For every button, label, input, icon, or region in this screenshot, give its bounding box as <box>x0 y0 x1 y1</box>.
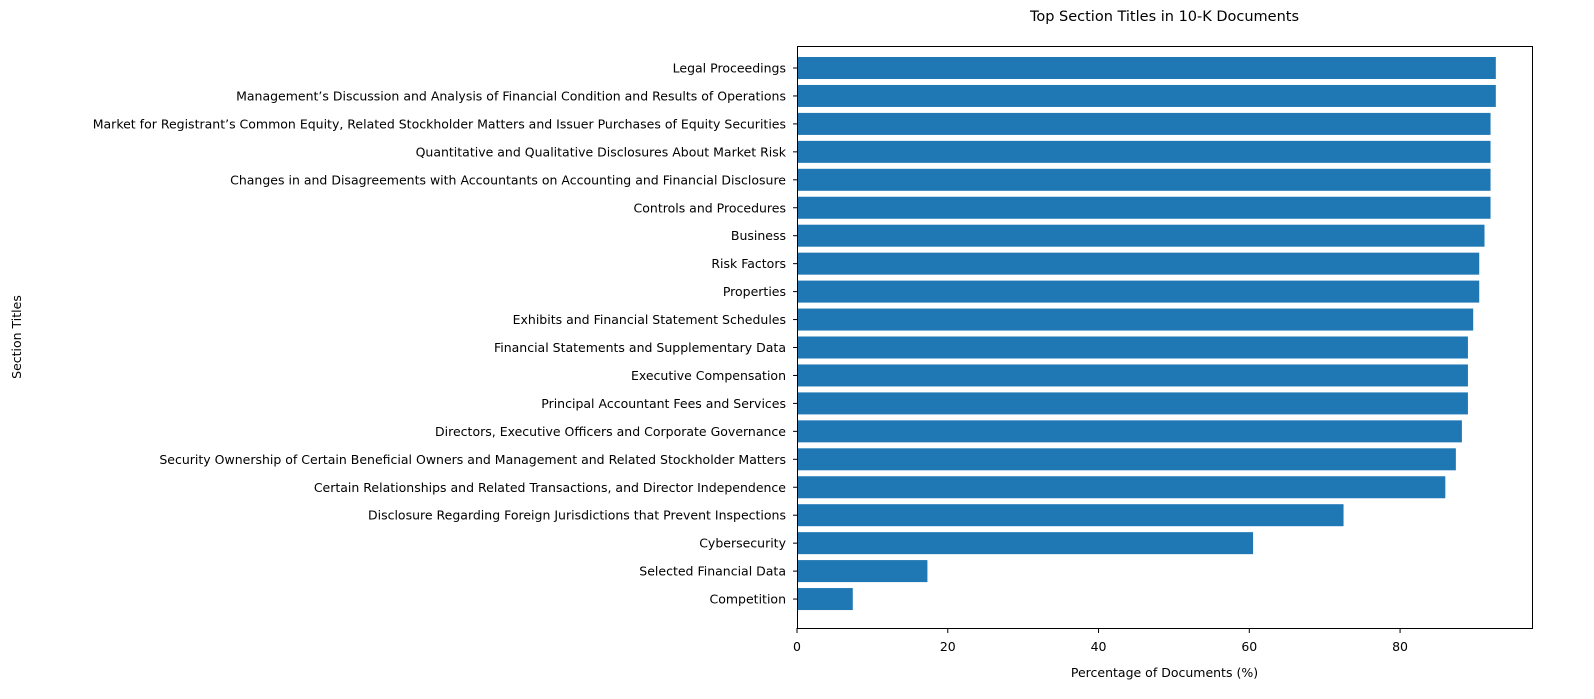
category-label: Legal Proceedings <box>673 61 786 76</box>
chart-title: Top Section Titles in 10-K Documents <box>1029 9 1299 25</box>
y-axis-label: Section Titles <box>9 295 24 379</box>
bar <box>797 57 1496 79</box>
bar <box>797 504 1344 527</box>
x-tick-label: 0 <box>793 639 801 654</box>
bar <box>797 588 853 611</box>
category-label: Directors, Executive Officers and Corpor… <box>435 424 786 439</box>
category-label: Principal Accountant Fees and Services <box>541 396 786 411</box>
x-tick-label: 80 <box>1392 639 1408 654</box>
bar <box>797 560 928 583</box>
category-label: Certain Relationships and Related Transa… <box>314 480 786 495</box>
x-tick-label: 40 <box>1091 639 1107 654</box>
bar <box>797 532 1254 555</box>
category-label: Management’s Discussion and Analysis of … <box>236 88 786 103</box>
bar <box>797 392 1468 415</box>
x-tick-label: 20 <box>940 639 956 654</box>
bar <box>797 168 1491 191</box>
category-label: Controls and Procedures <box>634 200 786 215</box>
bar <box>797 196 1491 219</box>
bar <box>797 476 1446 499</box>
bar <box>797 420 1462 443</box>
bar <box>797 224 1485 247</box>
category-label: Security Ownership of Certain Beneficial… <box>159 452 786 467</box>
bar <box>797 140 1491 163</box>
bar <box>797 280 1480 303</box>
category-label: Selected Financial Data <box>639 564 786 579</box>
bar <box>797 364 1468 387</box>
x-axis-ticks: 0 20 40 60 80 <box>793 628 1408 654</box>
plot-frame <box>797 46 1533 629</box>
bar <box>797 84 1496 107</box>
category-labels: Legal Proceedings Management’s Discussion… <box>93 61 787 607</box>
bar <box>797 252 1480 275</box>
category-label: Exhibits and Financial Statement Schedul… <box>513 312 786 327</box>
category-ticks <box>793 67 797 600</box>
category-label: Market for Registrant’s Common Equity, R… <box>93 116 786 131</box>
x-tick-label: 60 <box>1241 639 1257 654</box>
bars-layer <box>797 57 1496 611</box>
category-label: Disclosure Regarding Foreign Jurisdictio… <box>368 508 786 523</box>
bar <box>797 336 1468 359</box>
bar <box>797 112 1491 135</box>
category-label: Quantitative and Qualitative Disclosures… <box>416 144 787 159</box>
category-label: Financial Statements and Supplementary D… <box>494 340 786 355</box>
category-label: Business <box>731 228 786 243</box>
category-label: Changes in and Disagreements with Accoun… <box>230 172 786 187</box>
category-label: Executive Compensation <box>631 368 786 383</box>
category-label: Risk Factors <box>711 256 786 271</box>
category-label: Cybersecurity <box>699 536 786 551</box>
x-axis-label: Percentage of Documents (%) <box>1071 665 1258 680</box>
bar <box>797 308 1474 331</box>
bar <box>797 448 1456 471</box>
category-label: Properties <box>723 284 786 299</box>
category-label: Competition <box>710 592 787 607</box>
